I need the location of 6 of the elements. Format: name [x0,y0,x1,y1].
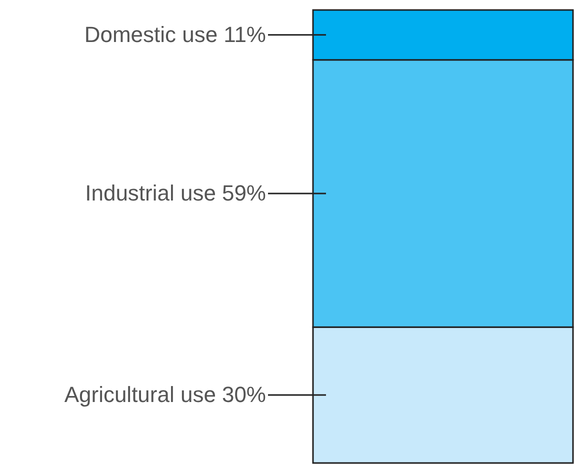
data-label: 30% [222,382,266,408]
text: Industrial use [85,180,216,206]
data-label: 59% [222,180,266,206]
data-label: 11% [224,22,266,47]
text: Agricultural use [64,382,216,408]
text: Domestic use [84,22,218,47]
